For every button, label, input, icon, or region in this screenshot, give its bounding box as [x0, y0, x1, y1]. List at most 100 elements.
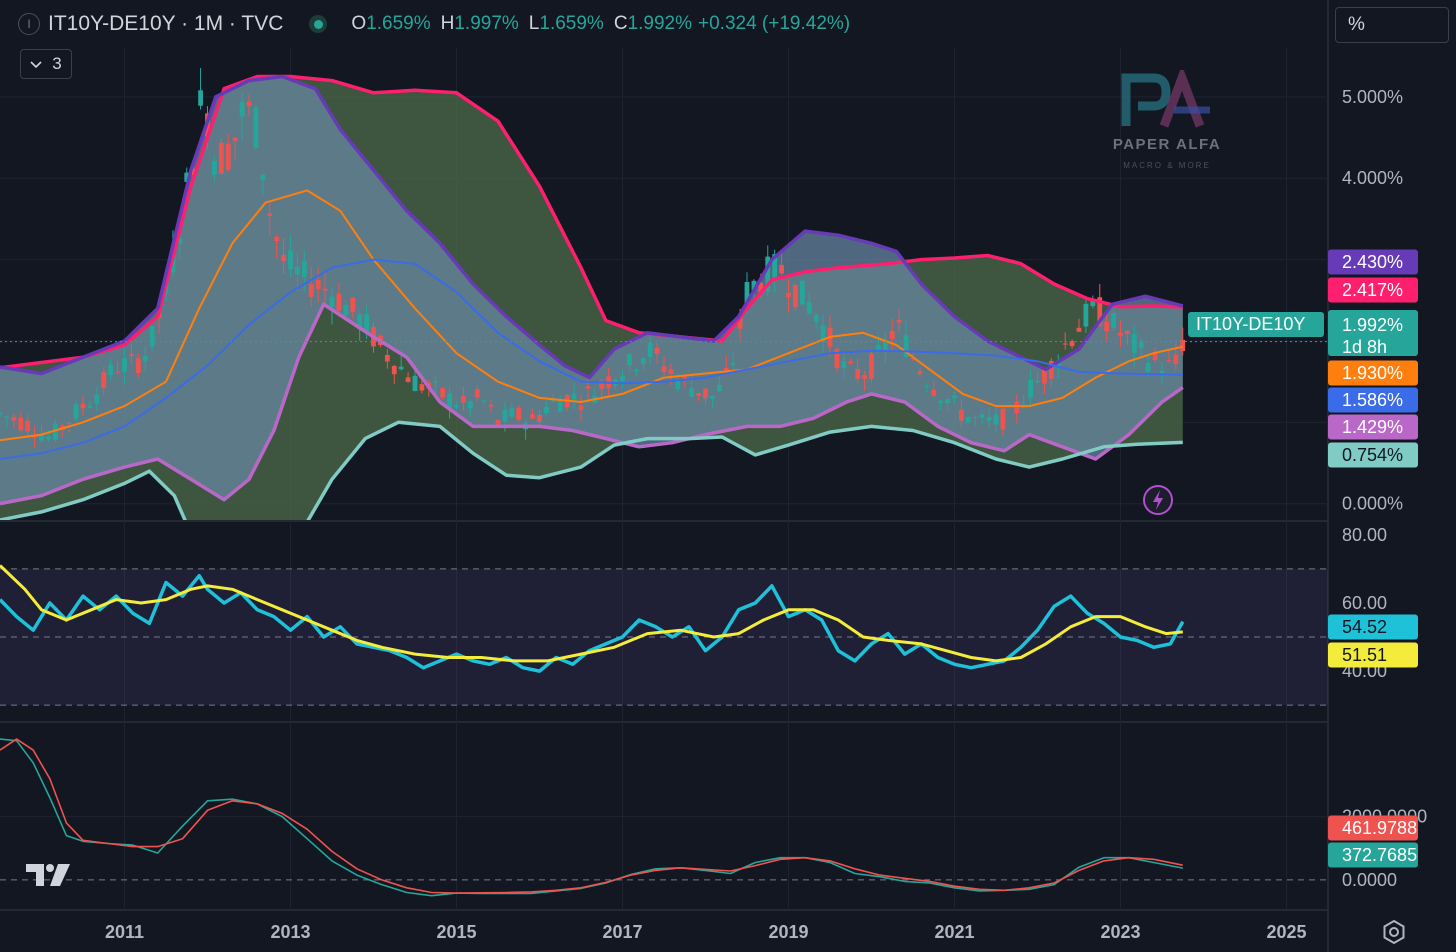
candle-body [1166, 359, 1172, 361]
candle-body [896, 319, 902, 323]
candle-body [682, 376, 688, 379]
candle-body [786, 292, 791, 298]
candle-body [799, 280, 805, 305]
value-label-bg [1328, 360, 1418, 386]
candle-body [1111, 313, 1116, 329]
candle-body [315, 280, 321, 290]
alert-lightning-icon[interactable] [1142, 484, 1174, 516]
candle-body [578, 405, 584, 410]
indicators-collapse-button[interactable]: 3 [20, 49, 72, 79]
candle-body [101, 372, 107, 389]
candle-body [129, 353, 134, 356]
candle-body [239, 101, 245, 117]
price-tick-label: 4.000% [1342, 168, 1403, 188]
candle-body [149, 326, 155, 347]
candle-body [910, 358, 916, 360]
candle-body [917, 371, 923, 375]
value-label-bg [1328, 815, 1418, 841]
value-label-bg [1328, 249, 1418, 275]
series-line-long_mean [0, 258, 1183, 460]
tradingview-logo-icon[interactable] [24, 858, 72, 890]
candle-body [1138, 341, 1144, 349]
candle-body [212, 160, 217, 175]
candle-body [384, 354, 390, 362]
open-label: O [351, 13, 367, 34]
candle-body [39, 434, 44, 441]
candle-body [585, 386, 591, 389]
candle-body [73, 404, 79, 419]
price-tick-label: 0.000% [1342, 494, 1403, 514]
chart-settings-gear-icon[interactable] [1380, 918, 1408, 946]
candle-body [952, 395, 957, 399]
value-label: 54.52 [1342, 617, 1387, 637]
candle-body [744, 282, 750, 304]
candle-body [18, 417, 24, 431]
candle-body [364, 314, 369, 333]
candle-body [557, 400, 563, 412]
x-tick-label: 2015 [436, 922, 476, 942]
candle-body [1048, 360, 1054, 379]
candle-body [661, 366, 667, 373]
candle-body [412, 375, 418, 392]
candle-body [1014, 401, 1020, 414]
candle-body [295, 267, 300, 275]
candle-body [675, 379, 681, 389]
candle-body [177, 238, 183, 244]
candle-body [405, 377, 411, 383]
low-label: L [528, 13, 540, 34]
value-label-bg [1328, 277, 1418, 303]
candle-body [993, 414, 999, 425]
series-line-inner_lower [0, 302, 1184, 506]
series-line-outer_upper [0, 74, 1183, 370]
candle-body [806, 302, 812, 314]
candle-body [467, 401, 473, 409]
symbol-label: IT10Y-DE10Y [1196, 314, 1305, 334]
series-line-rsi [0, 573, 1185, 673]
x-tick-label: 2013 [270, 922, 310, 942]
candle-body [1173, 354, 1179, 365]
candle-body [94, 394, 100, 404]
watermark-title: PAPER ALFA [1112, 136, 1222, 153]
symbol-title[interactable]: IT10Y-DE10Y · 1M · TVC [48, 12, 284, 35]
rsi-panel [0, 564, 1328, 706]
candle-body [142, 356, 148, 362]
candle-body [32, 435, 37, 438]
countdown-value: 1d 8h [1342, 337, 1387, 357]
candle-body [544, 406, 549, 414]
candle-body [115, 371, 120, 373]
series-line-inner_upper [0, 74, 1184, 380]
symbol-icon[interactable]: I [18, 13, 40, 35]
series-line-rsi_ma [0, 564, 1183, 663]
candle-body [537, 415, 542, 422]
candle-body [571, 393, 577, 400]
candle-body [184, 172, 190, 182]
candle-body [1083, 303, 1089, 327]
price-scale-unit-button[interactable]: % [1335, 7, 1449, 43]
candle-body [599, 382, 605, 389]
watermark-subtitle: MACRO & MORE [1123, 161, 1211, 170]
candle-body [889, 330, 895, 339]
candle-body [793, 284, 798, 308]
candle-body [938, 400, 944, 403]
candle-body [225, 143, 231, 170]
candle-body [481, 400, 487, 402]
candle-body [502, 409, 508, 422]
candle-body [11, 416, 17, 421]
series-line-osc_b [0, 738, 1183, 897]
value-label-bg [1328, 414, 1418, 440]
candle-body [4, 416, 10, 418]
x-tick-label: 2023 [1100, 922, 1140, 942]
value-label: 461.9788 [1342, 818, 1417, 838]
candle-body [1076, 327, 1082, 332]
candle-body [288, 250, 293, 270]
candle-body [869, 353, 874, 379]
candle-body [440, 387, 446, 398]
series-line-outer_lower [0, 420, 1183, 520]
candle-body [447, 393, 452, 408]
change-value: +0.324 (+19.42%) [698, 13, 851, 34]
high-label: H [440, 13, 455, 34]
candle-body [903, 335, 909, 357]
candle-body [924, 386, 930, 388]
candle-body [550, 399, 556, 402]
